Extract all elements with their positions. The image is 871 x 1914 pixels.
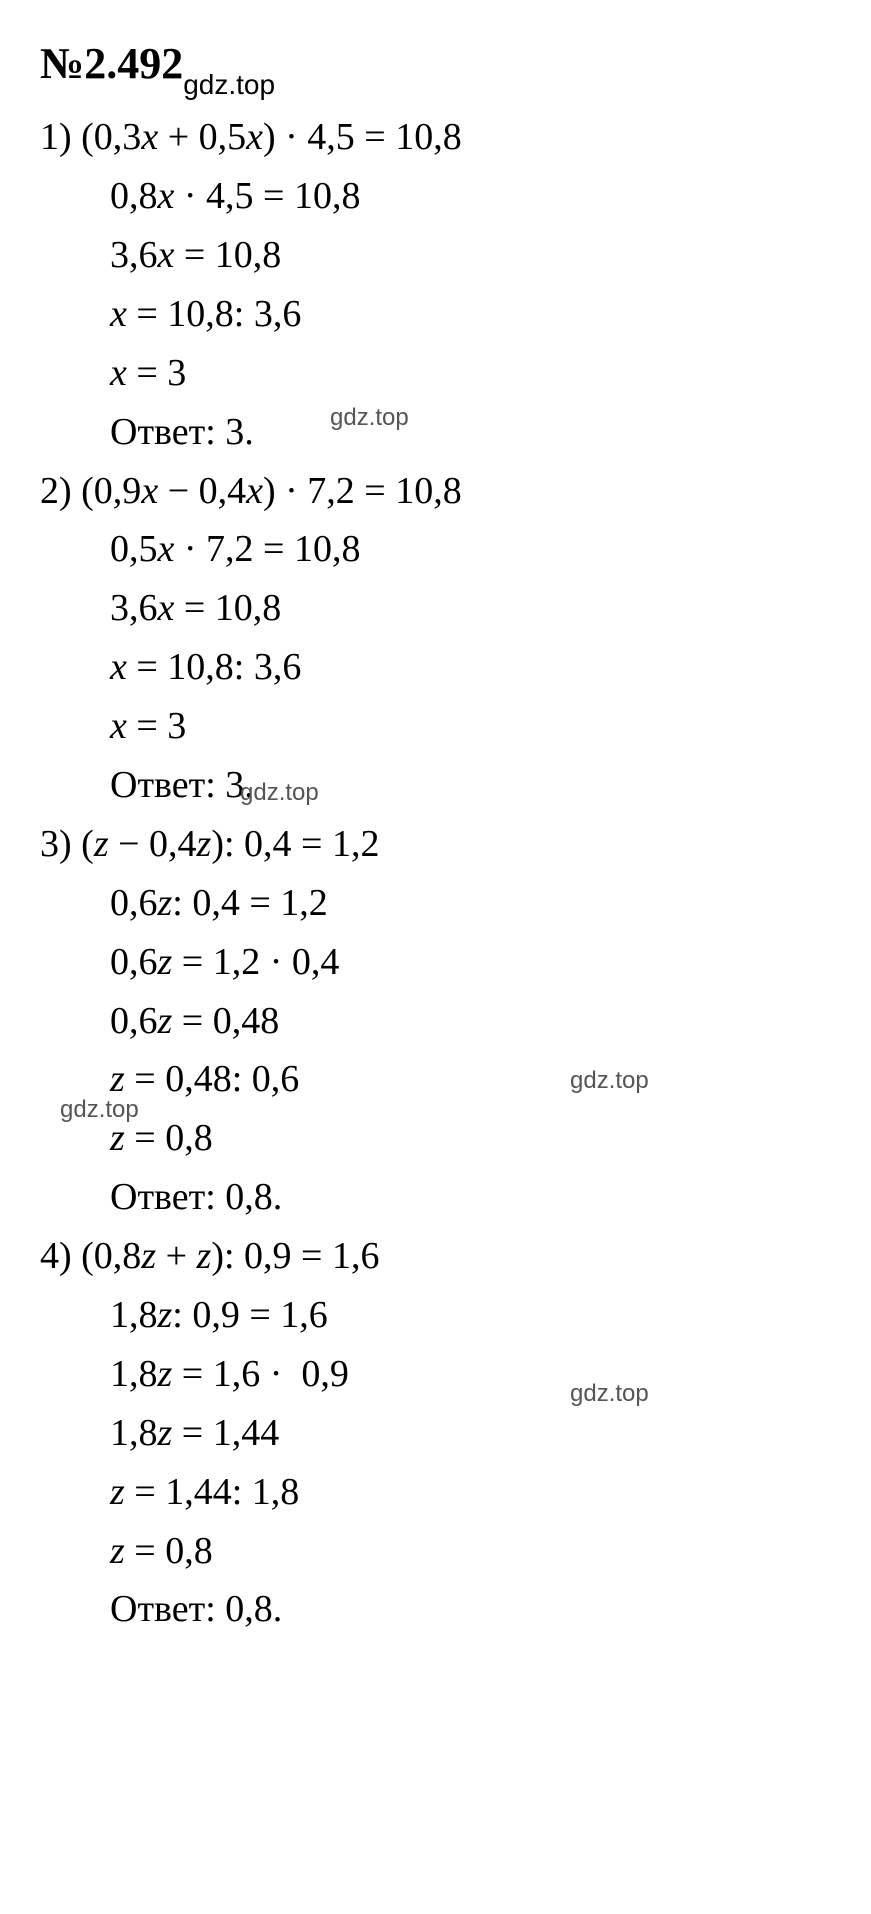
answer-line: Ответ: 0,8. [40, 1580, 831, 1639]
answer-text: Ответ: 0,8. [110, 1176, 282, 1218]
step-line: 3,6x = 10,8 [40, 226, 831, 285]
problem-line: 4) (0,8z + z): 0,9 = 1,6 [40, 1227, 831, 1286]
problem-line: 2) (0,9x − 0,4x) · 7,2 = 10,8 [40, 462, 831, 521]
title-number: №2.492 [40, 39, 183, 88]
equation: (z − 0,4z): 0,4 = 1,2 [81, 823, 379, 865]
watermark: gdz.top [570, 1062, 649, 1099]
answer-line: Ответ: 3. gdz.top [40, 403, 831, 462]
step-line: gdz.top z = 0,8 [40, 1109, 831, 1168]
step-line: 0,6z: 0,4 = 1,2 [40, 874, 831, 933]
answer-line: Ответ: 0,8. [40, 1168, 831, 1227]
problem-number: 4) [40, 1235, 72, 1277]
step-line: x = 3 [40, 697, 831, 756]
title-subscript: gdz.top [183, 69, 275, 100]
problem-number: 2) [40, 470, 72, 512]
problem-line: 3) (z − 0,4z): 0,4 = 1,2 [40, 815, 831, 874]
step-line: 0,8x · 4,5 = 10,8 [40, 167, 831, 226]
equation: (0,9x − 0,4x) · 7,2 = 10,8 [81, 470, 462, 512]
step-line: 0,6z = 0,48 [40, 992, 831, 1051]
step-line: z = 0,48: 0,6 gdz.top [40, 1050, 831, 1109]
equation: (0,8z + z): 0,9 = 1,6 [81, 1235, 379, 1277]
answer-line: Ответ: 3. gdz.top [40, 756, 831, 815]
page-title: №2.492gdz.top [40, 30, 831, 100]
problem-line: 1) (0,3x + 0,5x) · 4,5 = 10,8 [40, 108, 831, 167]
step-line: 3,6x = 10,8 [40, 579, 831, 638]
answer-text: Ответ: 3. [110, 764, 254, 806]
step-line: 1,8z = 1,44 [40, 1404, 831, 1463]
answer-text: Ответ: 0,8. [110, 1588, 282, 1630]
step-line: x = 3 [40, 344, 831, 403]
equation: (0,3x + 0,5x) · 4,5 = 10,8 [81, 116, 462, 158]
step-line: 0,5x · 7,2 = 10,8 [40, 520, 831, 579]
step-line: x = 10,8: 3,6 [40, 285, 831, 344]
watermark: gdz.top [240, 774, 319, 811]
step-line: 1,8z = 1,6 · 0,9 gdz.top [40, 1345, 831, 1404]
problem-number: 1) [40, 116, 72, 158]
watermark: gdz.top [330, 399, 409, 436]
step-line: x = 10,8: 3,6 [40, 638, 831, 697]
answer-text: Ответ: 3. [110, 411, 254, 453]
step-line: z = 0,8 [40, 1522, 831, 1581]
watermark: gdz.top [60, 1091, 139, 1128]
step-line: z = 1,44: 1,8 [40, 1463, 831, 1522]
step-line: 0,6z = 1,2 · 0,4 [40, 933, 831, 992]
problem-number: 3) [40, 823, 72, 865]
step-line: 1,8z: 0,9 = 1,6 [40, 1286, 831, 1345]
